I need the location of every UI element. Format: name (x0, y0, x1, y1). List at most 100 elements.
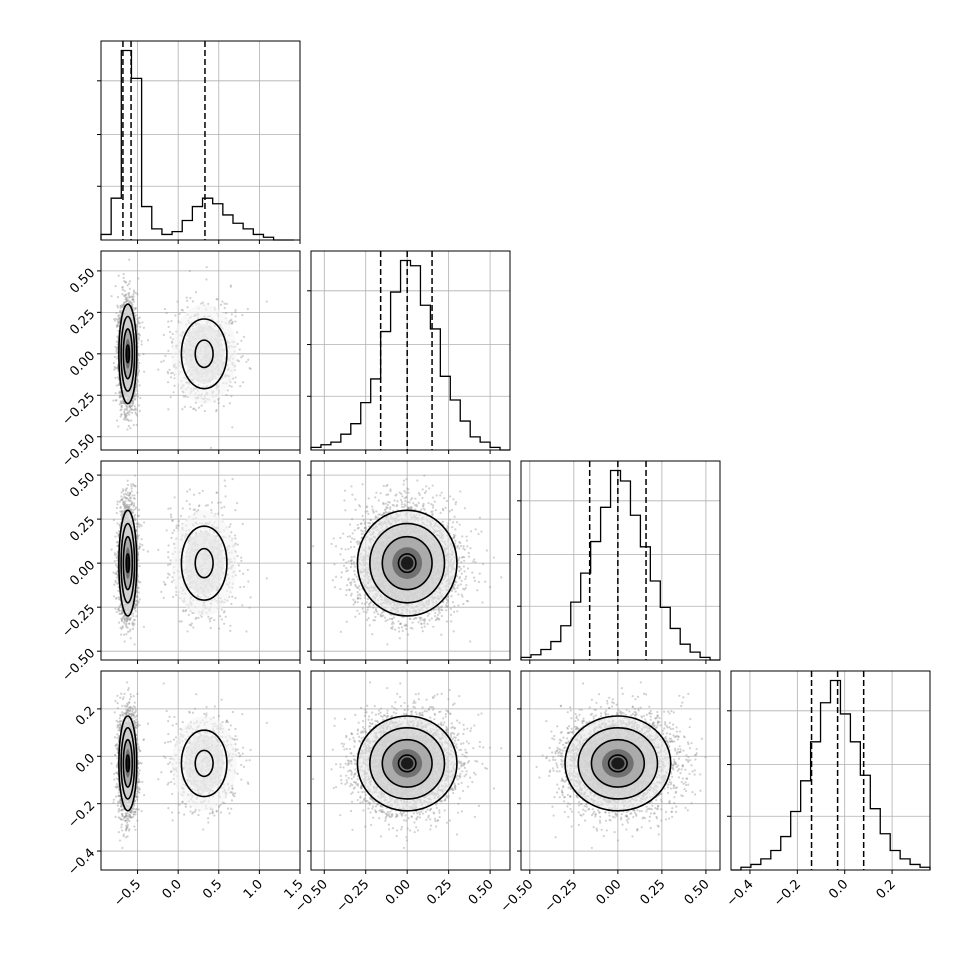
sample-point (230, 322, 234, 325)
sample-point (123, 301, 126, 304)
sample-point (192, 407, 195, 411)
sample-point (118, 383, 121, 387)
sample-point (124, 414, 127, 418)
sample-point (116, 335, 119, 338)
sample-point (166, 370, 169, 373)
sample-point (129, 496, 132, 499)
sample-point (234, 315, 237, 318)
sample-point (110, 295, 113, 298)
sample-point (220, 506, 223, 510)
sample-point (115, 366, 118, 370)
sample-point (124, 407, 127, 411)
sample-point (134, 411, 137, 414)
sample-point (135, 603, 139, 607)
sample-point (164, 354, 167, 357)
sample-point (115, 531, 118, 534)
sample-point (230, 385, 233, 388)
sample-point (123, 504, 126, 507)
sample-point (117, 314, 121, 317)
sample-point (236, 331, 239, 334)
sample-point (236, 359, 239, 362)
sample-point (230, 318, 233, 321)
sample-point (162, 359, 165, 362)
sample-point (136, 371, 140, 374)
sample-point (115, 347, 118, 350)
sample-point (171, 531, 174, 535)
y-tick-label: 0.25 (67, 514, 98, 545)
sample-point (123, 402, 126, 405)
sample-point (126, 419, 130, 422)
sample-point (125, 497, 128, 500)
sample-point (134, 603, 138, 606)
sample-point (137, 338, 141, 341)
sample-point (122, 304, 125, 307)
sample-point (141, 321, 144, 324)
sample-point (129, 427, 132, 430)
sample-point (138, 361, 141, 365)
sample-point (137, 320, 140, 323)
sample-point (129, 405, 132, 408)
sample-point (119, 409, 122, 412)
sample-point (120, 305, 124, 308)
sample-point (123, 289, 126, 292)
sample-point (125, 622, 128, 626)
sample-point (234, 308, 237, 312)
sample-point (137, 277, 140, 280)
sample-point (117, 329, 120, 332)
sample-point (131, 298, 134, 301)
hist-panel-2 (307, 250, 511, 454)
sample-point (175, 524, 178, 527)
sample-point (157, 368, 160, 371)
sample-point (132, 505, 135, 508)
sample-point (120, 413, 123, 416)
sample-point (115, 384, 118, 387)
sample-point (135, 383, 138, 386)
sample-point (169, 336, 172, 339)
sample-point (123, 279, 126, 283)
sample-point (118, 316, 122, 319)
sample-point (133, 395, 136, 398)
sample-point (241, 354, 244, 358)
sample-point (132, 298, 135, 301)
sample-point (124, 415, 127, 419)
sample-point (228, 402, 232, 405)
sample-point (188, 269, 191, 273)
sample-point (132, 511, 135, 514)
sample-point (187, 613, 190, 616)
sample-point (138, 564, 141, 568)
panel-data (110, 258, 268, 449)
sample-point (119, 395, 122, 398)
sample-point (118, 392, 121, 395)
sample-point (115, 325, 118, 328)
sample-point (120, 633, 123, 636)
sample-point (123, 412, 126, 415)
sample-point (215, 298, 218, 301)
sample-point (134, 507, 137, 511)
sample-point (135, 388, 138, 391)
sample-point (125, 299, 129, 302)
sample-point (135, 408, 138, 411)
sample-point (125, 413, 128, 416)
sample-point (205, 265, 208, 269)
sample-point (170, 372, 173, 375)
sample-point (133, 518, 136, 522)
sample-point (171, 371, 174, 374)
sample-point (128, 287, 131, 290)
y-tick-label: −0.25 (60, 390, 99, 429)
sample-point (112, 361, 115, 365)
sample-point (128, 301, 131, 304)
sample-point (127, 298, 130, 302)
sample-point (197, 406, 201, 409)
sample-point (136, 491, 139, 494)
density-level (126, 347, 129, 361)
sample-point (113, 368, 116, 371)
sample-point (240, 356, 243, 359)
sample-point (171, 332, 174, 336)
density-level (184, 323, 224, 384)
sample-point (167, 550, 170, 554)
sample-point (229, 319, 232, 322)
sample-point (119, 505, 122, 509)
sample-point (184, 395, 187, 398)
sample-point (220, 618, 223, 621)
sample-point (136, 378, 139, 382)
